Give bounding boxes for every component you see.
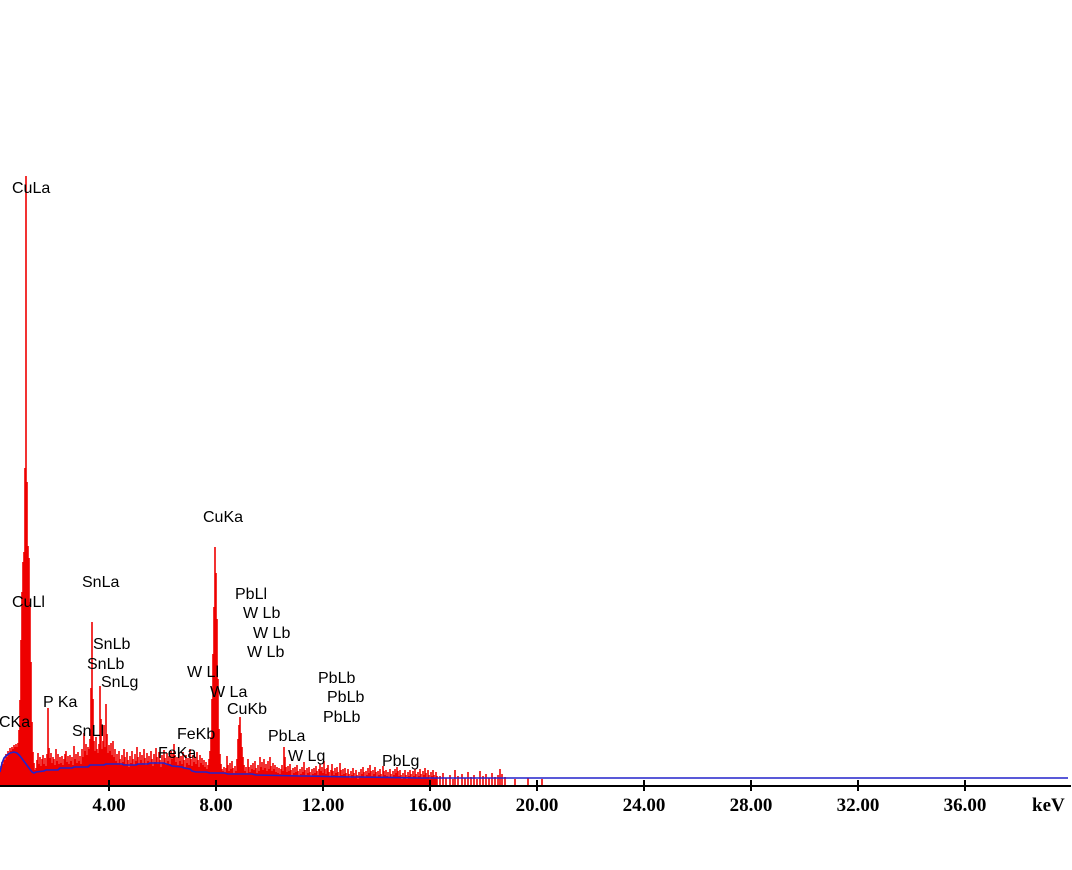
peak-label: SnLl bbox=[72, 723, 105, 740]
x-axis-tick-label: 4.00 bbox=[92, 795, 126, 816]
peak-label: FeKa bbox=[158, 745, 197, 762]
peak-label: CuLa bbox=[12, 180, 51, 197]
peak-label: PbLl bbox=[235, 586, 268, 603]
peak-label: SnLg bbox=[101, 674, 139, 691]
x-axis-tick-label: 28.00 bbox=[729, 795, 773, 816]
x-axis-tick-label: 12.00 bbox=[301, 795, 345, 816]
peak-label: W Lb bbox=[247, 644, 285, 661]
peak-label: FeKb bbox=[177, 726, 216, 743]
x-axis-tick-marks bbox=[108, 780, 966, 791]
peak-label: SnLa bbox=[82, 574, 120, 591]
x-axis-tick-label: 8.00 bbox=[199, 795, 233, 816]
x-axis-unit-label: keV bbox=[1032, 795, 1065, 816]
peak-label: W Ll bbox=[187, 664, 219, 681]
x-axis-tick-label: 16.00 bbox=[408, 795, 452, 816]
peak-label: CuKb bbox=[227, 701, 268, 718]
x-axis-tick-label: 20.00 bbox=[515, 795, 559, 816]
peak-label: W La bbox=[210, 684, 248, 701]
peak-label: W Lb bbox=[243, 605, 281, 622]
peak-label: PbLb bbox=[327, 689, 365, 706]
peak-label: SnLb bbox=[93, 636, 131, 653]
peak-label: W Lb bbox=[253, 625, 291, 642]
x-axis-tick-label: 24.00 bbox=[622, 795, 666, 816]
background-fit-curve bbox=[0, 751, 1068, 779]
peak-label: P Ka bbox=[43, 694, 78, 711]
peak-label: CKa bbox=[0, 714, 31, 731]
peak-label: PbLb bbox=[323, 709, 361, 726]
x-axis-tick-label: 36.00 bbox=[943, 795, 987, 816]
peak-label: PbLb bbox=[318, 670, 356, 687]
peak-label: PbLg bbox=[382, 753, 420, 770]
peak-label: CuKa bbox=[203, 509, 244, 526]
peak-label: CuLl bbox=[12, 594, 45, 611]
spectrum-series bbox=[0, 176, 543, 785]
peak-label: W Lg bbox=[288, 748, 326, 765]
peak-label: SnLb bbox=[87, 656, 125, 673]
x-axis-tick-label: 32.00 bbox=[836, 795, 880, 816]
peak-label: PbLa bbox=[268, 728, 306, 745]
